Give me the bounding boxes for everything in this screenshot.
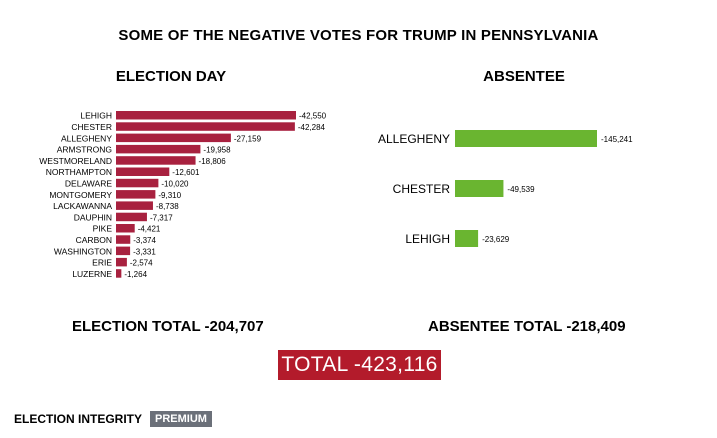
election-value-lehigh: -42,550: [299, 112, 327, 121]
absentee-chart: ALLEGHENY -145,241 CHESTER -49,539 LEHIGH -23…: [378, 130, 633, 247]
absentee-bar-allegheny: [455, 130, 597, 147]
premium-badge: PREMIUM: [150, 411, 212, 427]
election-category-delaware: DELAWARE: [65, 179, 112, 189]
election-bar-westmoreland: [116, 156, 196, 165]
election-category-pike: PIKE: [93, 224, 113, 234]
election-category-chester: CHESTER: [71, 122, 112, 132]
election-bar-pike: [116, 224, 135, 233]
election-category-armstrong: ARMSTRONG: [57, 145, 112, 155]
absentee-value-allegheny: -145,241: [601, 135, 633, 144]
chart-title: SOME OF THE NEGATIVE VOTES FOR TRUMP IN …: [118, 27, 599, 44]
election-bar-allegheny: [116, 133, 231, 143]
election-value-westmoreland: -18,806: [199, 157, 227, 166]
election-bar-carbon: [116, 235, 131, 244]
election-bar-chester: [116, 122, 295, 131]
absentee-total: ABSENTEE TOTAL -218,409: [428, 318, 626, 335]
election-day-title: ELECTION DAY: [115, 68, 227, 85]
election-category-luzerne: LUZERNE: [72, 269, 112, 279]
brand-label: ELECTION INTEGRITY: [14, 412, 143, 426]
absentee-bar-lehigh: [455, 230, 479, 247]
election-bar-northampton: [116, 167, 170, 176]
election-category-lehigh: LEHIGH: [80, 111, 112, 121]
election-value-allegheny: -27,159: [234, 134, 262, 143]
election-bar-armstrong: [116, 144, 201, 154]
election-category-allegheny: ALLEGHENY: [61, 133, 112, 143]
election-bar-delaware: [116, 178, 159, 188]
election-bar-montgomery: [116, 190, 156, 199]
election-category-washington: WASHINGTON: [54, 246, 112, 256]
absentee-bar-chester: [455, 180, 504, 197]
absentee-category-allegheny: ALLEGHENY: [378, 132, 450, 146]
grand-total-banner: TOTAL -423,116: [278, 350, 441, 380]
election-bar-lackawanna: [116, 201, 153, 210]
election-category-montgomery: MONTGOMERY: [49, 190, 112, 200]
election-value-delaware: -10,020: [161, 180, 189, 189]
election-value-montgomery: -9,310: [158, 191, 181, 200]
election-value-lackawanna: -8,738: [156, 202, 179, 211]
election-value-pike: -4,421: [138, 225, 161, 234]
election-category-erie: ERIE: [92, 258, 112, 268]
election-bar-lehigh: [116, 111, 296, 120]
election-category-lackawanna: LACKAWANNA: [53, 201, 112, 211]
election-category-dauphin: DAUPHIN: [74, 212, 112, 222]
absentee-title: ABSENTEE: [483, 68, 565, 85]
election-bar-luzerne: [116, 269, 122, 278]
election-value-erie: -2,574: [130, 259, 153, 268]
election-bar-erie: [116, 257, 127, 267]
election-total: ELECTION TOTAL -204,707: [72, 318, 264, 335]
election-value-armstrong: -19,958: [203, 146, 231, 155]
absentee-category-lehigh: LEHIGH: [405, 232, 450, 246]
absentee-category-chester: CHESTER: [393, 182, 451, 196]
election-value-northampton: -12,601: [172, 168, 200, 177]
election-value-luzerne: -1,264: [124, 270, 147, 279]
absentee-value-chester: -49,539: [507, 185, 535, 194]
election-category-carbon: CARBON: [76, 235, 112, 245]
election-value-washington: -3,331: [133, 247, 156, 256]
election-value-carbon: -3,374: [133, 236, 156, 245]
footer: ELECTION INTEGRITY PREMIUM: [14, 411, 212, 427]
election-value-chester: -42,284: [298, 123, 326, 132]
election-day-chart: LEHIGH -42,550 CHESTER -42,284 ALLEGHENY -27,…: [39, 111, 326, 279]
absentee-value-lehigh: -23,629: [482, 235, 510, 244]
election-category-northampton: NORTHAMPTON: [46, 167, 112, 177]
election-bar-washington: [116, 246, 131, 256]
election-value-dauphin: -7,317: [150, 213, 173, 222]
election-bar-dauphin: [116, 212, 147, 222]
election-category-westmoreland: WESTMORELAND: [39, 156, 112, 166]
